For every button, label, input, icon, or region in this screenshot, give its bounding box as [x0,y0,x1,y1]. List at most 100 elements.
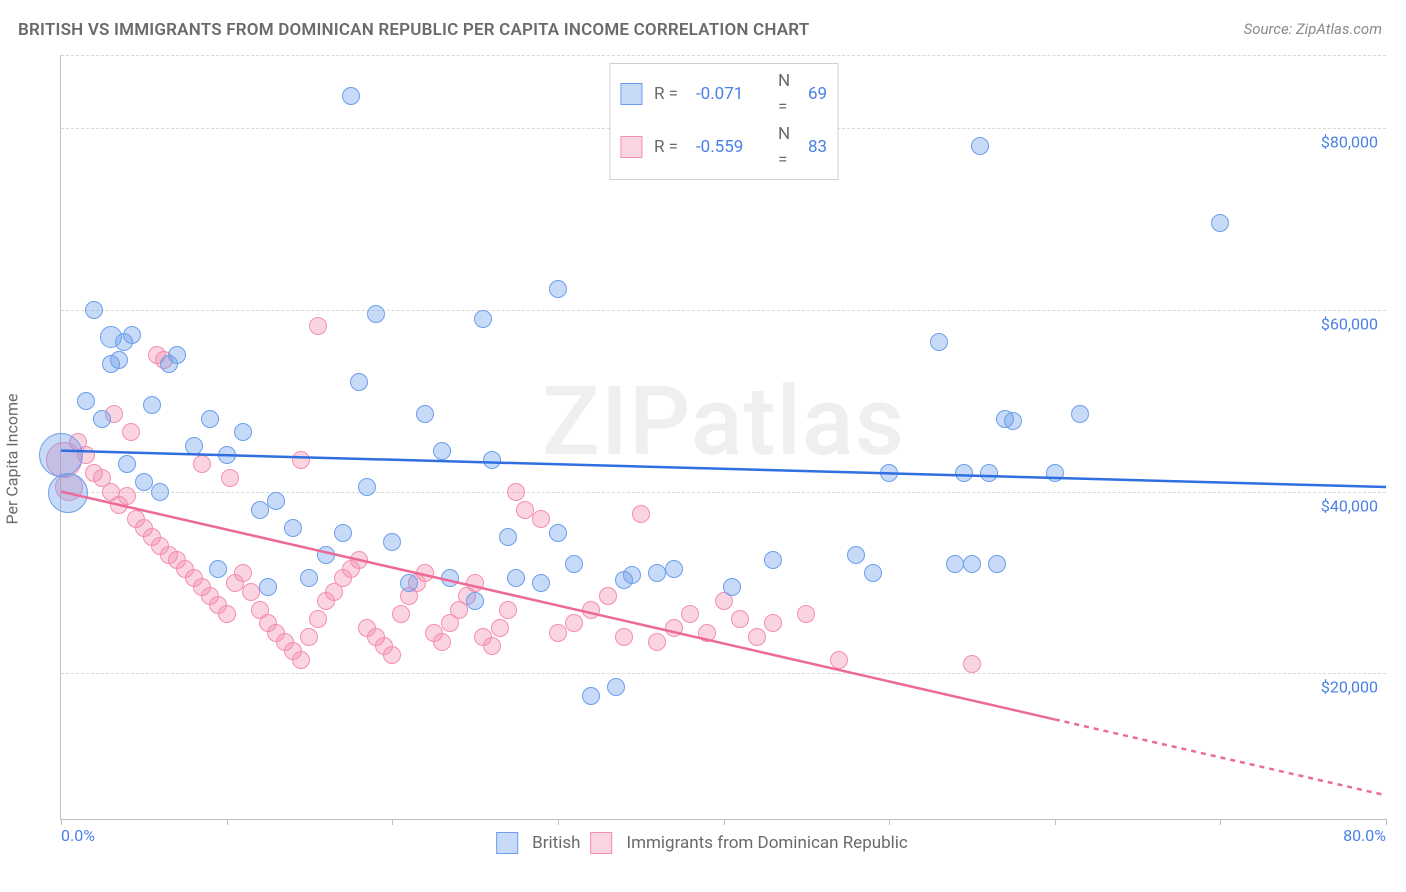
chart-title: BRITISH VS IMMIGRANTS FROM DOMINICAN REP… [18,20,809,40]
legend-r-value: -0.559 [696,134,752,160]
scatter-point-pink [416,564,434,582]
legend-series: British Immigrants from Dominican Republi… [496,832,908,854]
scatter-point-blue [433,442,451,460]
scatter-point-blue [218,446,236,464]
x-tick [1386,819,1387,825]
scatter-point-pink [516,501,534,519]
scatter-point-pink [748,628,766,646]
legend-swatch [496,832,518,854]
scatter-point-pink [764,614,782,632]
scatter-point-pink [300,628,318,646]
x-tick [889,819,890,825]
scatter-point-blue [350,373,368,391]
scatter-point-blue [118,455,136,473]
scatter-point-pink [731,610,749,628]
scatter-point-pink [648,633,666,651]
scatter-point-pink [549,624,567,642]
scatter-point-blue [209,560,227,578]
scatter-point-pink [565,614,583,632]
legend-row: R =-0.071N =69 [620,68,827,121]
scatter-point-pink [218,605,236,623]
legend-swatch [620,83,642,105]
scatter-point-blue [1004,412,1022,430]
scatter-point-blue [723,578,741,596]
scatter-point-blue [334,524,352,542]
scatter-point-pink [507,483,525,501]
scatter-point-blue [358,478,376,496]
scatter-point-blue [549,280,567,298]
scatter-point-blue [143,396,161,414]
scatter-point-pink [665,619,683,637]
scatter-point-pink [292,451,310,469]
legend-label: Immigrants from Dominican Republic [626,833,907,853]
chart-container: Per Capita Income ZIPatlas $20,000$40,00… [18,55,1386,862]
scatter-point-blue [532,574,550,592]
scatter-point-blue [85,301,103,319]
scatter-point-blue [880,464,898,482]
scatter-point-pink [433,633,451,651]
scatter-point-pink [392,605,410,623]
scatter-point-blue [963,555,981,573]
scatter-point-pink [234,564,252,582]
gridline [61,492,1386,493]
scatter-point-blue [648,564,666,582]
scatter-point-blue [549,524,567,542]
scatter-point-blue [93,410,111,428]
x-tick [1055,819,1056,825]
scatter-point-blue [971,137,989,155]
scatter-point-pink [309,317,327,335]
gridline [61,310,1386,311]
legend-swatch [620,136,642,158]
scatter-point-pink [221,469,239,487]
y-tick-label: $40,000 [1321,496,1378,515]
y-tick-label: $20,000 [1321,678,1378,697]
scatter-point-blue [499,528,517,546]
scatter-point-blue [565,555,583,573]
title-bar: BRITISH VS IMMIGRANTS FROM DOMINICAN REP… [0,0,1406,48]
legend-row: R =-0.559N =83 [620,121,827,174]
watermark: ZIPatlas [542,366,905,478]
scatter-point-pink [193,455,211,473]
x-tick [392,819,393,825]
scatter-point-blue [441,569,459,587]
scatter-point-pink [681,605,699,623]
gridline [61,673,1386,674]
scatter-point-pink [499,601,517,619]
scatter-point-blue [1046,464,1064,482]
scatter-point-blue [77,392,95,410]
plot-area: ZIPatlas $20,000$40,000$60,000$80,0000.0… [60,55,1386,820]
legend-r-label: R = [654,81,688,107]
scatter-point-blue [39,433,83,477]
scatter-point-blue [317,546,335,564]
legend-correlation: R =-0.071N =69R =-0.559N =83 [609,63,838,180]
scatter-point-blue [955,464,973,482]
scatter-point-pink [797,605,815,623]
scatter-point-blue [988,555,1006,573]
legend-label: British [532,833,580,853]
scatter-point-blue [48,473,88,513]
scatter-point-blue [1071,405,1089,423]
scatter-point-blue [234,423,252,441]
scatter-point-pink [118,487,136,505]
scatter-point-blue [466,592,484,610]
x-tick [1220,819,1221,825]
scatter-point-blue [383,533,401,551]
scatter-point-pink [383,646,401,664]
scatter-point-blue [201,410,219,428]
y-tick-label: $60,000 [1321,314,1378,333]
scatter-point-blue [582,687,600,705]
y-tick-label: $80,000 [1321,132,1378,151]
y-axis-label: Per Capita Income [3,393,22,524]
x-tick [61,819,62,825]
scatter-point-blue [1211,214,1229,232]
scatter-point-blue [930,333,948,351]
x-tick [558,819,559,825]
scatter-point-blue [160,355,178,373]
legend-r-label: R = [654,134,688,160]
scatter-point-pink [309,610,327,628]
scatter-point-pink [483,637,501,655]
scatter-point-blue [474,310,492,328]
legend-swatch [590,832,612,854]
legend-n-value: 83 [808,134,827,160]
scatter-point-blue [946,555,964,573]
